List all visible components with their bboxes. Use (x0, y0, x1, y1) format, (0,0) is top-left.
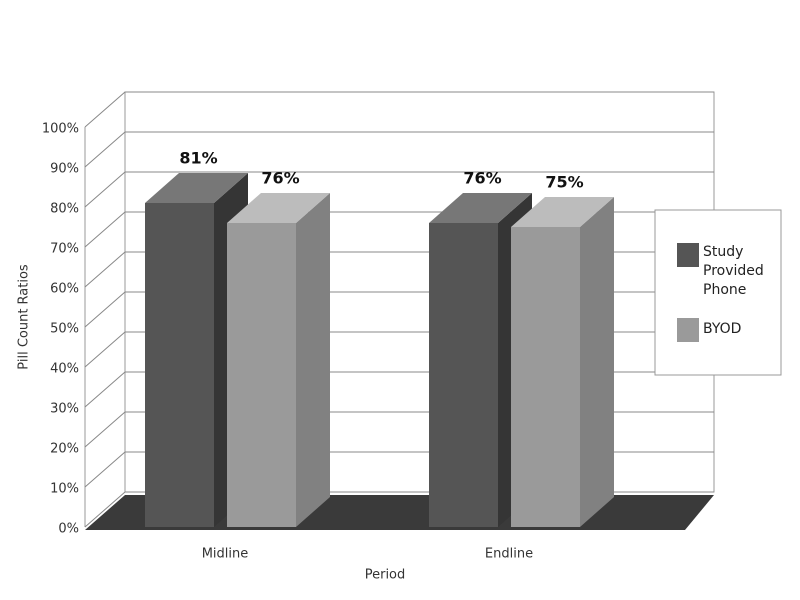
y-tick-label: 20% (50, 442, 79, 457)
legend-box (654, 209, 782, 376)
value-label: 75% (545, 173, 583, 192)
value-label: 81% (179, 149, 217, 168)
y-axis-label: Pill Count Ratios (17, 264, 32, 370)
grid-line (84, 131, 714, 168)
bar-top (227, 193, 330, 223)
value-label: 76% (261, 169, 299, 188)
bar-side (296, 193, 330, 527)
bar-top (145, 173, 248, 203)
value-label: 76% (463, 169, 501, 188)
legend-label: BYOD (703, 321, 742, 337)
x-axis-label: Period (365, 568, 406, 583)
y-tick-label: 90% (50, 162, 79, 177)
legend-swatch (677, 318, 699, 342)
bar-front (429, 223, 498, 527)
y-tick-label: 0% (58, 522, 79, 537)
bar-front (145, 203, 214, 527)
legend-item: BYOD (703, 321, 742, 337)
y-tick-label: 80% (50, 202, 79, 217)
x-tick-label: Endline (485, 547, 533, 562)
bar-top (429, 193, 532, 223)
bar (227, 193, 330, 527)
bar (511, 197, 614, 527)
bar-front (511, 227, 580, 527)
legend-swatch (677, 243, 699, 267)
y-tick-label: 70% (50, 242, 79, 257)
grid-line (84, 91, 714, 128)
bar-top (511, 197, 614, 227)
grid-line (84, 171, 714, 208)
y-tick-label: 30% (50, 402, 79, 417)
y-tick-label: 40% (50, 362, 79, 377)
bar-side (580, 197, 614, 527)
legend-item: Study Provided Phone (703, 244, 764, 298)
y-tick-label: 100% (42, 122, 79, 137)
y-tick-label: 50% (50, 322, 79, 337)
x-tick-label: Midline (202, 547, 249, 562)
bar-front (227, 223, 296, 527)
y-tick-label: 10% (50, 482, 79, 497)
legend-label: Study Provided Phone (703, 244, 764, 298)
y-tick-label: 60% (50, 282, 79, 297)
